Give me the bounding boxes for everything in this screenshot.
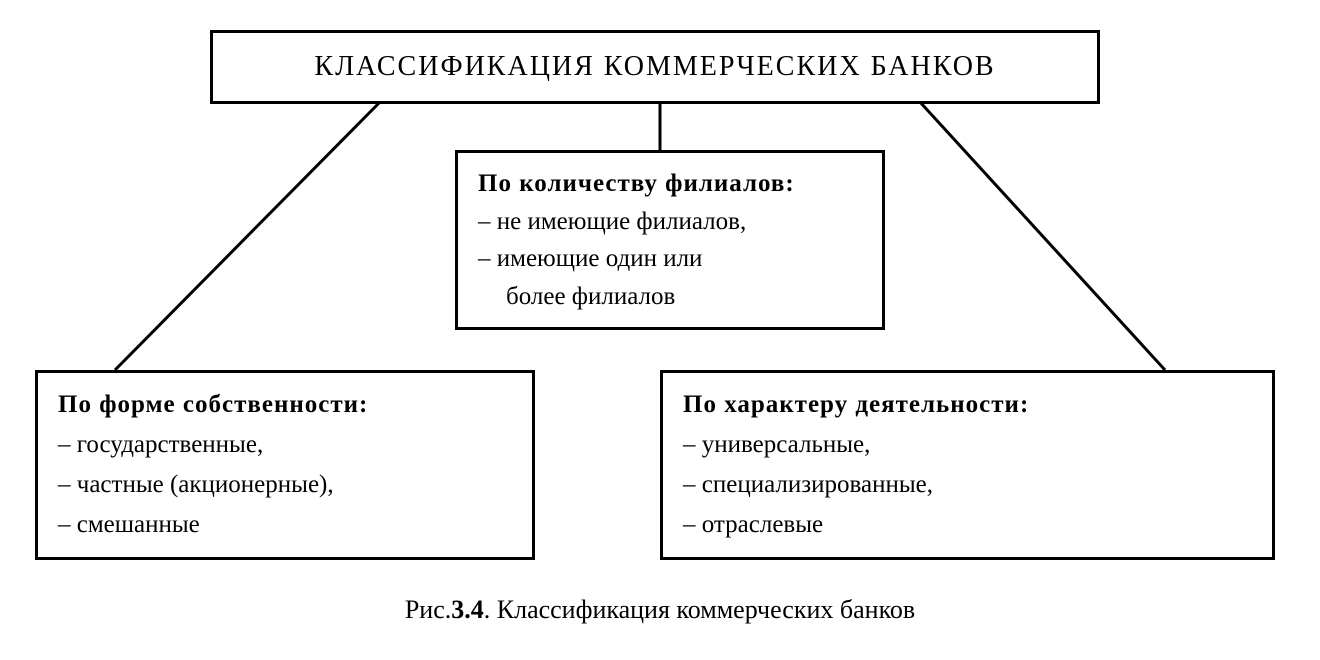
edge-root-to-right [920,102,1165,370]
branch-left-item-1: – государственные, [58,425,512,465]
branch-right-item-3: – отраслевые [683,505,1252,545]
branch-right-item-1: – универсальные, [683,425,1252,465]
caption-number: 3.4 [451,595,484,624]
branch-right: По характеру деятельности: – универсальн… [660,370,1275,560]
branch-left: По форме собственности: – государственны… [35,370,535,560]
branch-middle-item-2b: более филиалов [478,278,862,316]
branch-middle-item-1: – не имеющие филиалов, [478,203,862,241]
root-title: КЛАССИФИКАЦИЯ КОММЕРЧЕСКИХ БАНКОВ [314,51,995,82]
branch-middle-heading: По количеству филиалов: [478,165,862,203]
branch-right-item-2: – специализированные, [683,465,1252,505]
caption-prefix: Рис. [405,595,451,624]
caption-text: . Классификация коммерческих банков [484,595,915,624]
edge-root-to-left [115,102,380,370]
branch-left-item-2: – частные (акционерные), [58,465,512,505]
branch-right-heading: По характеру деятельности: [683,385,1252,425]
figure-caption: Рис.3.4. Классификация коммерческих банк… [0,595,1320,625]
branch-middle: По количеству филиалов: – не имеющие фил… [455,150,885,330]
branch-left-heading: По форме собственности: [58,385,512,425]
branch-left-item-3: – смешанные [58,505,512,545]
branch-middle-item-2a: – имеющие один или [478,240,862,278]
root-node: КЛАССИФИКАЦИЯ КОММЕРЧЕСКИХ БАНКОВ [210,30,1100,104]
